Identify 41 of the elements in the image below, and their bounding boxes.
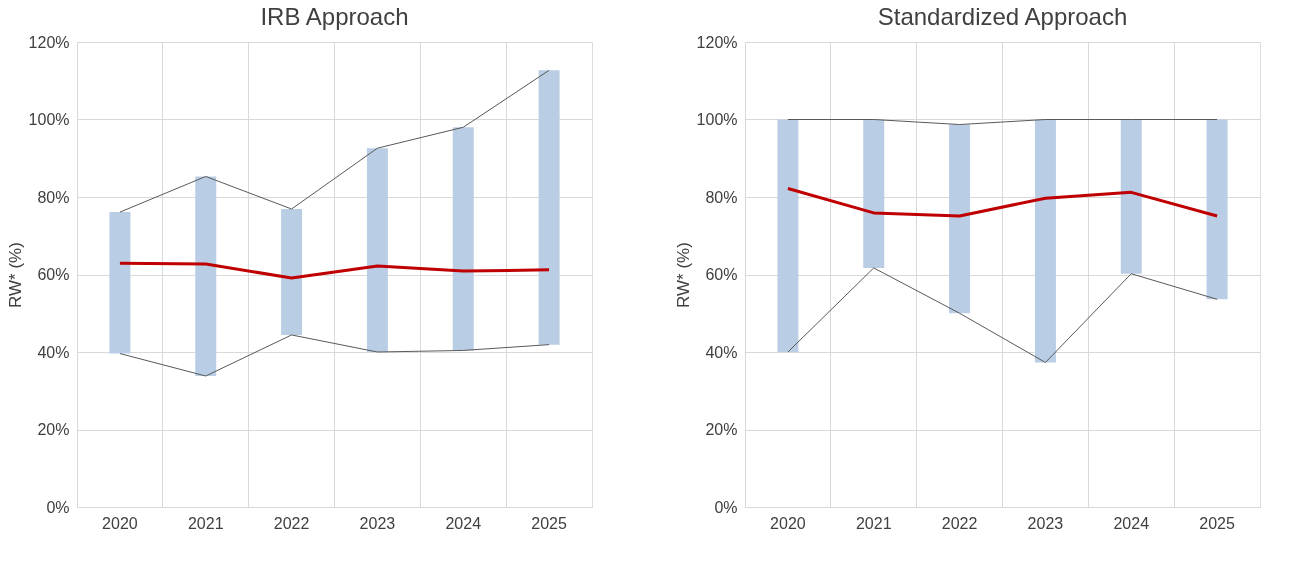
y-axis-title: RW* (%)	[673, 242, 693, 308]
bar	[195, 176, 217, 377]
y-tick-label: 100%	[28, 111, 70, 128]
x-tick-label: 2021	[855, 514, 892, 532]
line-series	[118, 261, 551, 280]
x-tick-label: 2021	[187, 514, 224, 532]
x-tick-label: 2025	[1199, 514, 1235, 532]
bar	[366, 148, 388, 352]
line-series	[786, 186, 1219, 218]
y-tick-label: 80%	[705, 188, 738, 206]
y-tick-label: 120%	[28, 33, 70, 51]
line-series	[119, 334, 550, 377]
y-tick-label: 60%	[37, 266, 70, 283]
y-tick-label: 0%	[714, 498, 738, 516]
bar	[109, 212, 131, 354]
x-tick-label: 2020	[102, 514, 138, 532]
y-axis-title: RW* (%)	[5, 242, 25, 308]
y-tick-label: 120%	[696, 33, 738, 51]
bar	[452, 127, 474, 351]
chart-title: Standardized Approach	[877, 3, 1128, 30]
x-tick-label: 2022	[273, 514, 310, 532]
line-series	[119, 69, 550, 213]
x-tick-label: 2023	[1027, 514, 1064, 532]
line-series	[787, 267, 1218, 363]
x-tick-label: 2025	[531, 514, 567, 532]
x-tick-label: 2024	[1113, 514, 1150, 532]
y-tick-label: 80%	[37, 188, 70, 206]
x-tick-label: 2020	[770, 514, 806, 532]
y-tick-label: 60%	[705, 266, 738, 283]
y-tick-label: 20%	[705, 421, 738, 438]
x-tick-label: 2024	[445, 514, 482, 532]
chart-title: IRB Approach	[260, 3, 409, 30]
y-tick-label: 0%	[46, 498, 70, 516]
x-tick-label: 2023	[359, 514, 396, 532]
y-tick-label: 40%	[37, 343, 70, 361]
y-tick-label: 100%	[696, 111, 738, 128]
x-tick-label: 2022	[941, 514, 978, 532]
y-tick-label: 40%	[705, 343, 738, 361]
y-tick-label: 20%	[37, 421, 70, 438]
bar	[281, 209, 303, 335]
bar	[538, 70, 560, 345]
